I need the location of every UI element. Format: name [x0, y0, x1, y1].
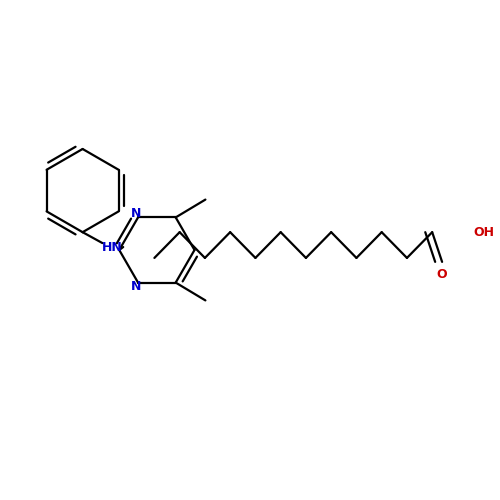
Text: HN: HN	[102, 240, 122, 254]
Text: OH: OH	[474, 226, 495, 238]
Text: N: N	[131, 207, 141, 220]
Text: N: N	[131, 280, 141, 293]
Text: O: O	[437, 268, 448, 281]
